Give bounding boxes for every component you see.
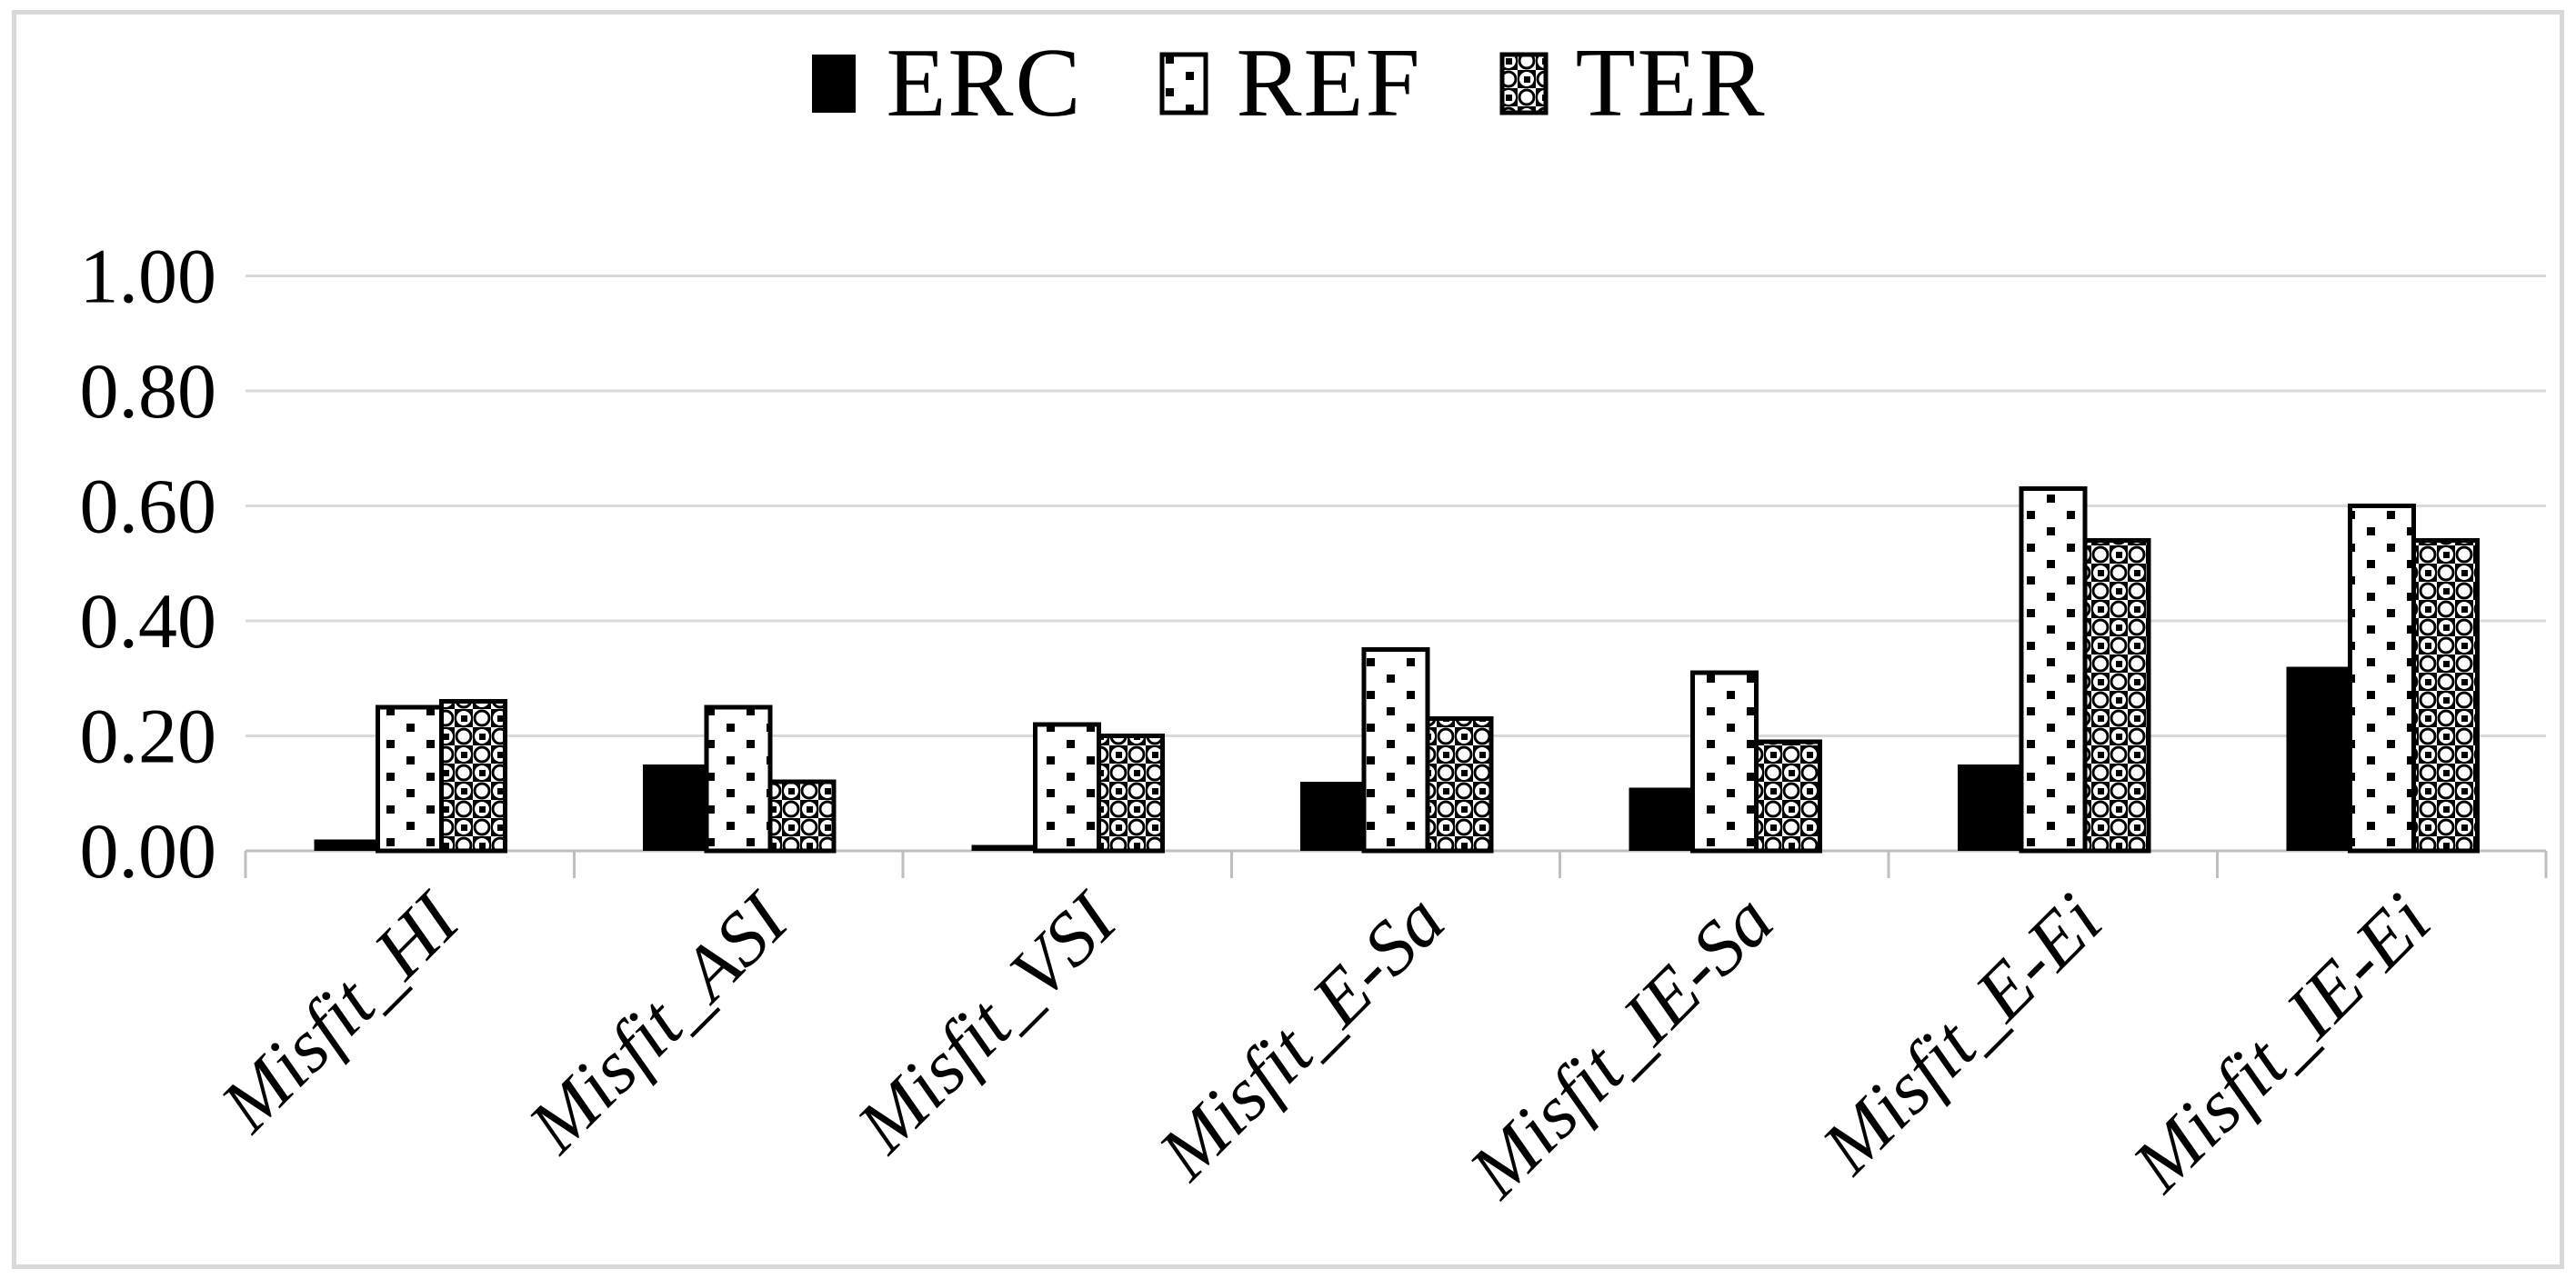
chart-legend: ERC REF TER [0, 35, 2576, 133]
x-axis-label: Misfit_E-Sa [1142, 878, 1460, 1196]
legend-item-ter: TER [1499, 35, 1767, 133]
legend-item-ref: REF [1159, 35, 1421, 133]
bar-ERC-Misfit_E-Sa [1300, 782, 1364, 851]
bar-REF-Misfit_E-Sa [1361, 647, 1430, 854]
y-axis-tick-label: 0.80 [80, 347, 217, 435]
bar-ERC-Misfit_VSI [971, 844, 1036, 851]
y-axis-tick-label: 1.00 [80, 233, 217, 320]
bar-ERC-Misfit_ASI [643, 764, 707, 851]
bar-ERC-Misfit_HI [314, 839, 378, 851]
bar-REF-Misfit_HI [376, 704, 445, 854]
legend-swatch-checkered-icon [1499, 52, 1549, 115]
bar-TER-Misfit_VSI [1097, 734, 1166, 854]
legend-label-ref: REF [1236, 29, 1422, 137]
bar-REF-Misfit_IE-Sa [1689, 670, 1759, 854]
x-axis-label: Misfit_VSI [840, 875, 1134, 1169]
legend-swatch-solid-icon [812, 55, 857, 113]
bar-ERC-Misfit_IE-Ei [2286, 666, 2350, 851]
y-axis-tick-label: 0.40 [80, 577, 217, 664]
bar-TER-Misfit_E-Sa [1425, 716, 1494, 854]
y-axis-tick-label: 0.00 [80, 807, 217, 894]
legend-item-erc: ERC [809, 35, 1082, 133]
bar-REF-Misfit_E-Ei [2019, 486, 2088, 854]
bar-ERC-Misfit_E-Ei [1957, 764, 2021, 851]
x-axis-label: Misfit_HI [205, 875, 477, 1148]
bar-TER-Misfit_IE-Ei [2411, 537, 2480, 854]
x-axis-label: Misfit_ASI [512, 875, 806, 1169]
bar-REF-Misfit_ASI [704, 704, 773, 854]
bar-TER-Misfit_E-Ei [2082, 537, 2151, 854]
bar-TER-Misfit_IE-Sa [1753, 739, 1822, 854]
legend-label-ter: TER [1575, 29, 1767, 137]
bar-TER-Misfit_ASI [767, 779, 837, 854]
y-axis-tick-label: 0.20 [80, 693, 217, 780]
bar-TER-Misfit_HI [439, 699, 508, 854]
legend-label-erc: ERC [886, 29, 1083, 137]
bar-REF-Misfit_IE-Ei [2347, 504, 2416, 854]
x-axis-label: Misfit_IE-Ei [2116, 878, 2446, 1208]
y-axis-tick-label: 0.60 [80, 463, 217, 550]
x-axis-label: Misfit_E-Ei [1806, 878, 2119, 1191]
legend-swatch-dotted-icon [1159, 52, 1208, 115]
x-axis-label: Misfit_IE-Sa [1453, 878, 1789, 1214]
bar-REF-Misfit_VSI [1033, 722, 1102, 854]
bar-ERC-Misfit_IE-Sa [1629, 787, 1693, 851]
